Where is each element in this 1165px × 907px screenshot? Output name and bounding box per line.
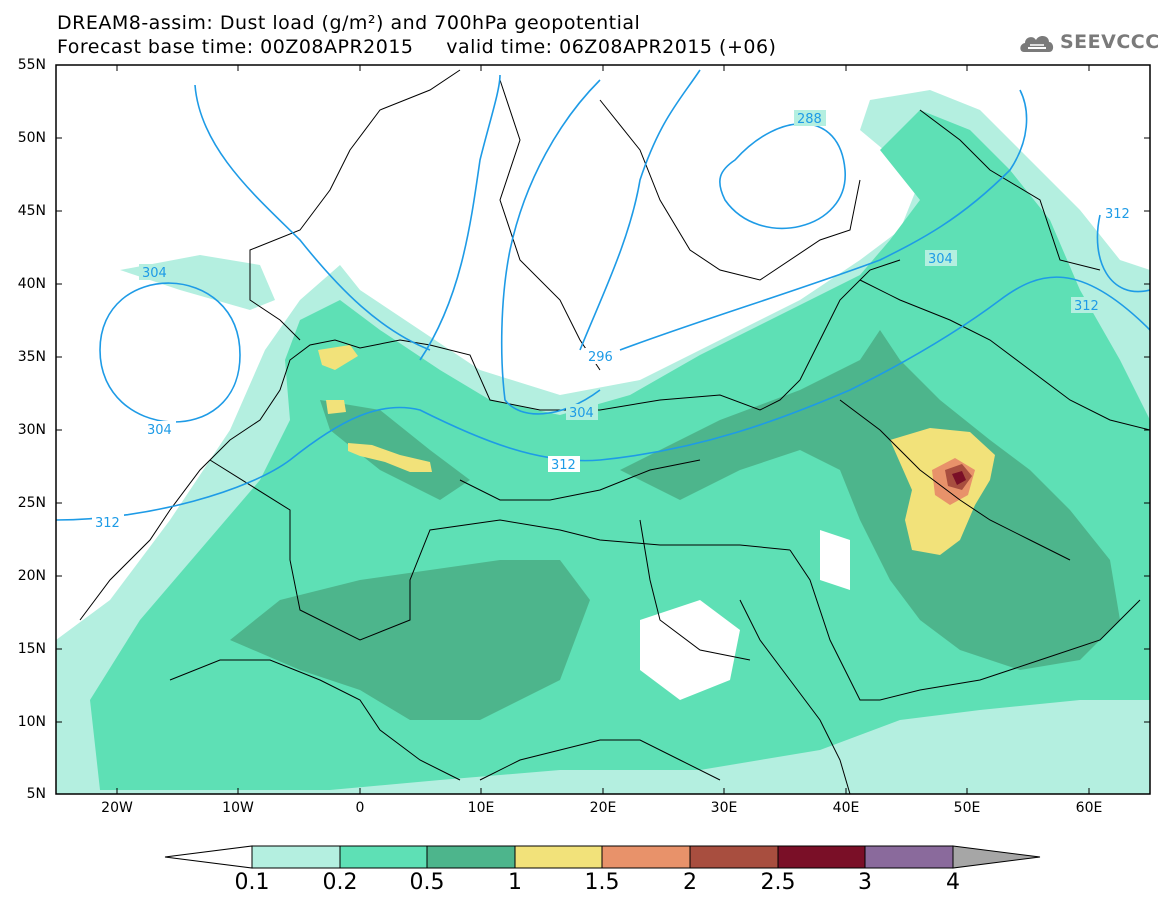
lon-label-40e: 40E — [832, 800, 860, 816]
lat-label-20n: 20N — [17, 568, 46, 584]
lat-label-35n: 35N — [17, 349, 46, 365]
colorbar-label: 0.1 — [234, 870, 270, 895]
colorbar — [164, 845, 1041, 869]
contour-label-304-med: 304 — [569, 406, 594, 421]
colorbar-label: 1 — [508, 870, 522, 895]
contour-label-312-west: 312 — [95, 516, 120, 531]
lat-label-40n: 40N — [17, 276, 46, 292]
lon-label-10w: 10W — [222, 800, 254, 816]
lon-label-0: 0 — [355, 800, 365, 816]
lat-label-5n: 5N — [26, 786, 46, 802]
contour-label-312-sahara: 312 — [551, 458, 576, 473]
logo-text: SEEVCCC — [1060, 31, 1160, 53]
lat-label-15n: 15N — [17, 641, 46, 657]
contour-label-296: 296 — [588, 350, 613, 365]
lon-label-20e: 20E — [589, 800, 617, 816]
contour-label-304-west: 304 — [142, 266, 167, 281]
lon-label-60e: 60E — [1075, 800, 1103, 816]
lon-label-20w: 20W — [101, 800, 133, 816]
contour-label-312-iran: 312 — [1074, 299, 1099, 314]
colorbar-label: 3 — [858, 870, 872, 895]
contour-label-312-east: 312 — [1105, 207, 1130, 222]
colorbar-label: 1.5 — [584, 870, 620, 895]
lat-label-55n: 55N — [17, 57, 46, 73]
cloud-icon — [1020, 36, 1054, 52]
lat-label-10n: 10N — [17, 714, 46, 730]
colorbar-label: 0.5 — [409, 870, 445, 895]
map-title: DREAM8-assim: Dust load (g/m²) and 700hP… — [57, 12, 641, 34]
lon-label-30e: 30E — [710, 800, 738, 816]
dust-band-0.5 — [230, 560, 590, 720]
lat-label-30n: 30N — [17, 422, 46, 438]
lat-label-45n: 45N — [17, 203, 46, 219]
colorbar-label: 2.5 — [760, 870, 796, 895]
colorbar-label: 0.2 — [322, 870, 358, 895]
contour-label-288: 288 — [797, 112, 822, 127]
lon-label-10e: 10E — [467, 800, 495, 816]
colorbar-label: 2 — [683, 870, 697, 895]
dust-band-2.5 — [952, 471, 966, 485]
lat-label-25n: 25N — [17, 495, 46, 511]
map-subtitle: Forecast base time: 00Z08APR2015 valid t… — [57, 36, 777, 58]
colorbar-label: 4 — [946, 870, 960, 895]
contour-label-304-atlantic: 304 — [147, 423, 172, 438]
lat-label-50n: 50N — [17, 130, 46, 146]
contour-label-304-caspian: 304 — [928, 252, 953, 267]
lon-label-50e: 50E — [953, 800, 981, 816]
